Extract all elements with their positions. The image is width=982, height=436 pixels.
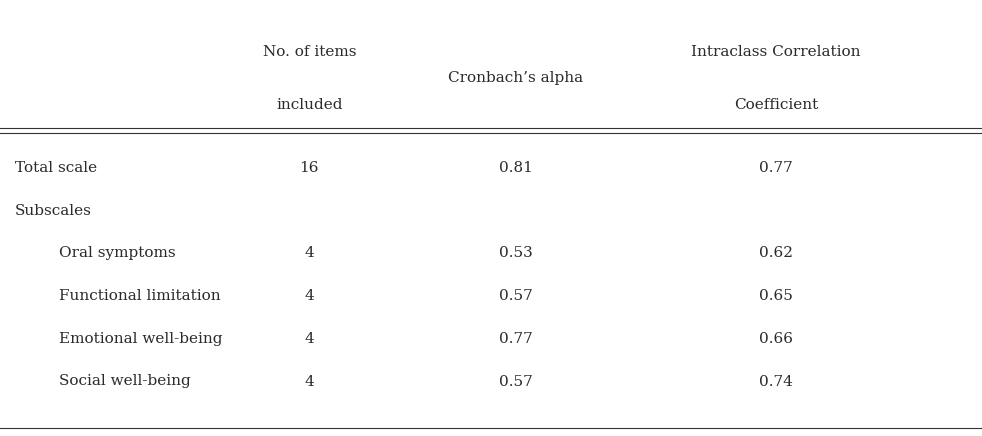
Text: 4: 4 [304,246,314,260]
Text: 0.66: 0.66 [759,332,792,346]
Text: 0.77: 0.77 [499,332,532,346]
Text: No. of items: No. of items [262,45,356,59]
Text: 4: 4 [304,289,314,303]
Text: Intraclass Correlation: Intraclass Correlation [691,45,860,59]
Text: 0.57: 0.57 [499,289,532,303]
Text: 0.53: 0.53 [499,246,532,260]
Text: 0.57: 0.57 [499,375,532,388]
Text: Emotional well-being: Emotional well-being [59,332,222,346]
Text: included: included [276,98,343,112]
Text: Subscales: Subscales [15,204,91,218]
Text: Functional limitation: Functional limitation [59,289,221,303]
Text: 16: 16 [300,161,319,175]
Text: Social well-being: Social well-being [59,375,191,388]
Text: 4: 4 [304,375,314,388]
Text: 0.62: 0.62 [759,246,792,260]
Text: 4: 4 [304,332,314,346]
Text: Oral symptoms: Oral symptoms [59,246,176,260]
Text: Coefficient: Coefficient [734,98,818,112]
Text: 0.74: 0.74 [759,375,792,388]
Text: Cronbach’s alpha: Cronbach’s alpha [448,72,583,85]
Text: Total scale: Total scale [15,161,97,175]
Text: 0.65: 0.65 [759,289,792,303]
Text: 0.81: 0.81 [499,161,532,175]
Text: 0.77: 0.77 [759,161,792,175]
